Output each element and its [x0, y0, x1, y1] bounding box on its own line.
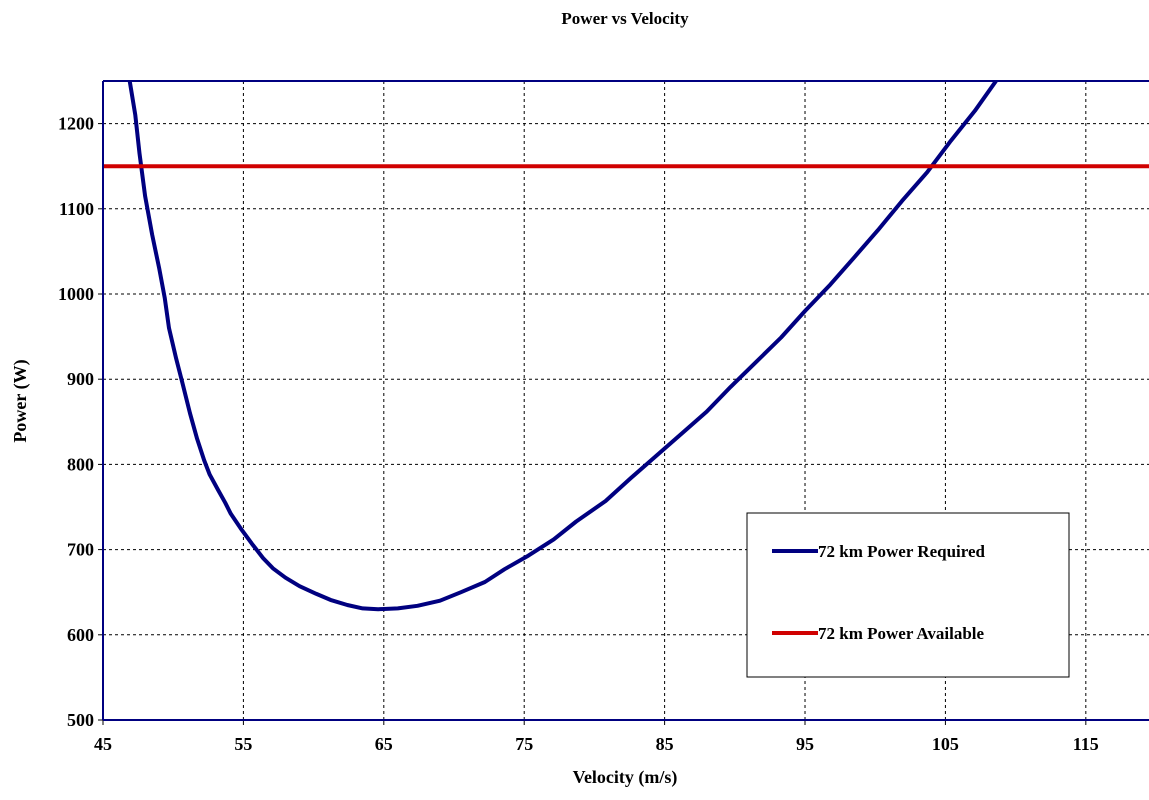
legend-label-required: 72 km Power Required	[818, 542, 986, 561]
x-tick-label: 75	[515, 734, 533, 754]
x-tick-label: 115	[1073, 734, 1099, 754]
y-tick-label: 1200	[58, 114, 94, 134]
x-tick-label: 95	[796, 734, 814, 754]
y-tick-label: 700	[67, 540, 94, 560]
series-line-power-required	[127, 81, 998, 612]
series-lines	[103, 81, 1149, 612]
y-tick-label: 1100	[59, 199, 94, 219]
x-tick-label: 85	[656, 734, 674, 754]
y-tick-label: 1000	[58, 284, 94, 304]
y-tick-label: 500	[67, 710, 94, 730]
x-tick-label: 105	[932, 734, 959, 754]
y-axis-label: Power (W)	[10, 359, 31, 442]
x-tick-label: 45	[94, 734, 112, 754]
axes	[98, 80, 1149, 725]
legend-label-available: 72 km Power Available	[818, 624, 985, 643]
tick-labels: 45 55 65 75 85 95 105 115 500 600 700 800 900 1000 110…	[58, 114, 1099, 754]
y-tick-label: 800	[67, 454, 94, 474]
legend-box	[746, 512, 1070, 678]
x-tick-label: 55	[234, 734, 252, 754]
x-axis-label: Velocity (m/s)	[573, 767, 678, 788]
y-tick-label: 600	[67, 625, 94, 645]
chart-title: Power vs Velocity	[561, 9, 689, 28]
legend: 72 km Power Required 72 km Power Availab…	[746, 512, 1070, 678]
x-tick-label: 65	[375, 734, 393, 754]
y-tick-label: 900	[67, 369, 94, 389]
